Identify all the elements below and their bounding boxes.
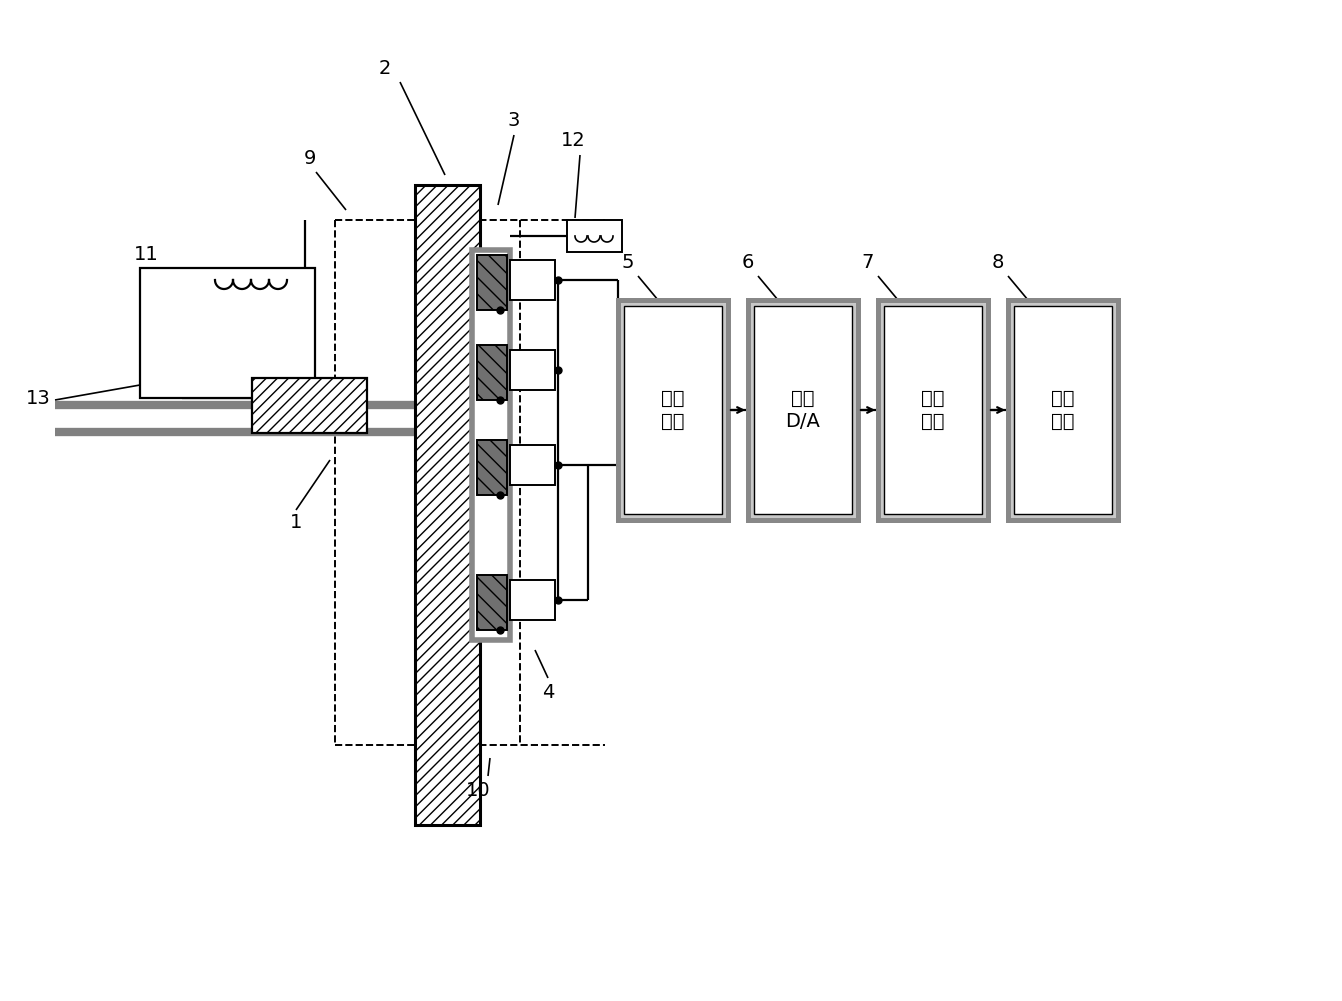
Text: 4: 4 [542,683,554,702]
Bar [472,250,510,640]
Text: 12: 12 [561,130,585,149]
Text: 10: 10 [466,781,490,800]
Bar [878,300,988,520]
Text: 电路: 电路 [662,412,684,431]
Text: 11: 11 [134,244,158,263]
Text: 3: 3 [507,110,521,129]
Bar [476,345,507,400]
Text: 6: 6 [742,252,754,271]
Text: 显示: 显示 [1051,388,1075,407]
Bar [510,445,556,485]
Bar [1008,300,1118,520]
Text: 信号: 信号 [921,388,945,407]
Bar [476,255,507,310]
Bar [476,575,507,630]
Text: 2: 2 [378,58,391,77]
Text: 保存: 保存 [1051,412,1075,431]
Text: 逻辑: 逻辑 [662,388,684,407]
Bar [510,580,556,620]
Bar [884,306,982,514]
Text: 7: 7 [862,252,874,271]
Bar [252,378,366,433]
Bar [415,185,480,825]
Text: 处理: 处理 [921,412,945,431]
Text: 13: 13 [25,388,51,407]
Text: 9: 9 [303,148,317,167]
Bar [619,300,727,520]
Text: 放大: 放大 [792,388,815,407]
Bar [754,306,852,514]
Bar [568,220,621,252]
Bar [476,440,507,495]
Bar [510,260,556,300]
Text: D/A: D/A [785,412,820,431]
Text: 5: 5 [621,252,635,271]
Bar [624,306,722,514]
Text: 1: 1 [290,513,302,532]
Text: 8: 8 [992,252,1004,271]
Bar [1015,306,1113,514]
Bar [140,268,315,398]
Bar [510,350,556,390]
Bar [747,300,858,520]
